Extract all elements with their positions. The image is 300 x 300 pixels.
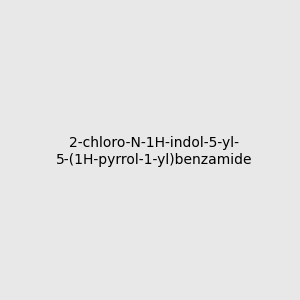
Text: 2-chloro-N-1H-indol-5-yl-
5-(1H-pyrrol-1-yl)benzamide: 2-chloro-N-1H-indol-5-yl- 5-(1H-pyrrol-1… bbox=[56, 136, 252, 166]
